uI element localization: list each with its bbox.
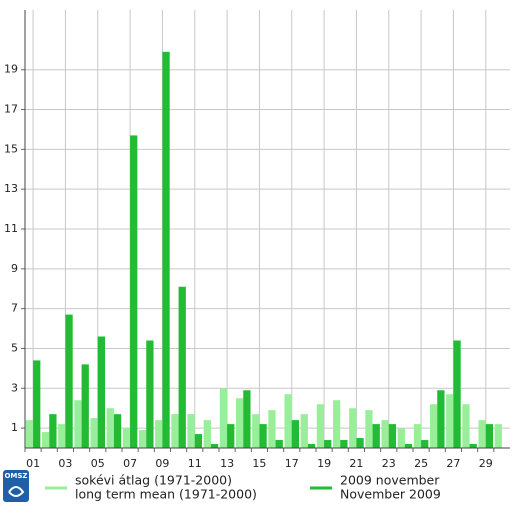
bar xyxy=(413,424,422,448)
bar xyxy=(307,444,316,448)
x-tick-label: 05 xyxy=(91,457,105,470)
bar xyxy=(397,428,405,448)
x-tick-label: 25 xyxy=(414,457,428,470)
x-tick-label: 01 xyxy=(26,457,40,470)
bar xyxy=(453,340,461,448)
y-tick-label: 17 xyxy=(4,103,18,116)
y-tick-label: 9 xyxy=(11,262,18,275)
x-tick-label: 03 xyxy=(58,457,72,470)
y-tick-label: 1 xyxy=(11,421,18,434)
bar xyxy=(300,414,308,448)
bar xyxy=(49,414,57,448)
x-tick-label: 13 xyxy=(220,457,234,470)
bar xyxy=(171,414,179,448)
bar xyxy=(65,314,73,448)
y-tick-label: 3 xyxy=(11,381,18,394)
bar xyxy=(58,424,66,448)
bar xyxy=(356,438,364,448)
bar xyxy=(404,444,413,448)
bar xyxy=(227,424,235,448)
bar xyxy=(259,424,267,448)
bar xyxy=(494,424,502,448)
x-tick-label: 23 xyxy=(382,457,396,470)
bar xyxy=(429,404,438,448)
bar xyxy=(324,440,332,448)
legend-label: November 2009 xyxy=(340,487,441,502)
bar xyxy=(275,440,283,448)
bar xyxy=(187,414,195,448)
x-tick-label: 11 xyxy=(188,457,202,470)
logo-text: OMSZ xyxy=(4,472,27,480)
bar xyxy=(332,400,341,448)
y-tick-label: 5 xyxy=(11,341,18,354)
bar xyxy=(25,420,34,448)
bar xyxy=(291,420,300,448)
bar xyxy=(130,135,138,448)
bar xyxy=(138,430,147,448)
bar xyxy=(146,340,154,448)
bar xyxy=(478,420,486,448)
bar xyxy=(194,434,203,448)
bar xyxy=(219,388,228,448)
x-tick-label: 17 xyxy=(285,457,299,470)
bar xyxy=(316,404,325,448)
legend-label: long term mean (1971-2000) xyxy=(75,487,257,502)
bar xyxy=(340,440,348,448)
bar xyxy=(235,398,244,448)
y-tick-label: 15 xyxy=(4,142,18,155)
bar xyxy=(437,390,445,448)
bar xyxy=(106,408,114,448)
bar xyxy=(252,414,260,448)
x-tick-label: 19 xyxy=(317,457,331,470)
bar xyxy=(90,418,98,448)
bar xyxy=(210,444,219,448)
x-tick-label: 21 xyxy=(349,457,363,470)
bar xyxy=(284,394,292,448)
bar xyxy=(162,51,170,449)
bar xyxy=(203,420,211,448)
y-tick-label: 11 xyxy=(4,222,18,235)
bar xyxy=(365,410,373,448)
bar xyxy=(243,390,251,448)
y-tick-label: 19 xyxy=(4,63,18,76)
x-tick-label: 07 xyxy=(123,457,137,470)
bar xyxy=(178,286,186,448)
bar xyxy=(74,400,82,448)
bar xyxy=(485,424,494,448)
legend-label: 2009 november xyxy=(340,473,440,488)
bar xyxy=(469,444,477,448)
bar xyxy=(97,336,106,448)
logo: OMSZ xyxy=(3,470,29,502)
bar xyxy=(421,440,429,448)
bar xyxy=(462,404,470,448)
bar xyxy=(81,364,89,448)
x-tick-label: 15 xyxy=(252,457,266,470)
bar xyxy=(268,410,276,448)
bar xyxy=(33,360,41,448)
logo-icon xyxy=(8,486,25,497)
x-tick-label: 09 xyxy=(155,457,169,470)
y-tick-label: 13 xyxy=(4,182,18,195)
bar xyxy=(349,408,357,448)
bar xyxy=(372,424,380,448)
x-tick-label: 29 xyxy=(479,457,493,470)
bar xyxy=(113,414,122,448)
bar xyxy=(446,394,454,448)
legend: sokévi átlag (1971-2000)long term mean (… xyxy=(45,473,441,502)
bar xyxy=(155,420,163,448)
y-tick-label: 7 xyxy=(11,302,18,315)
bar xyxy=(388,424,397,448)
legend-label: sokévi átlag (1971-2000) xyxy=(75,473,232,488)
bar xyxy=(122,428,131,448)
bar xyxy=(381,420,389,448)
x-tick-label: 27 xyxy=(446,457,460,470)
bar xyxy=(41,432,50,448)
